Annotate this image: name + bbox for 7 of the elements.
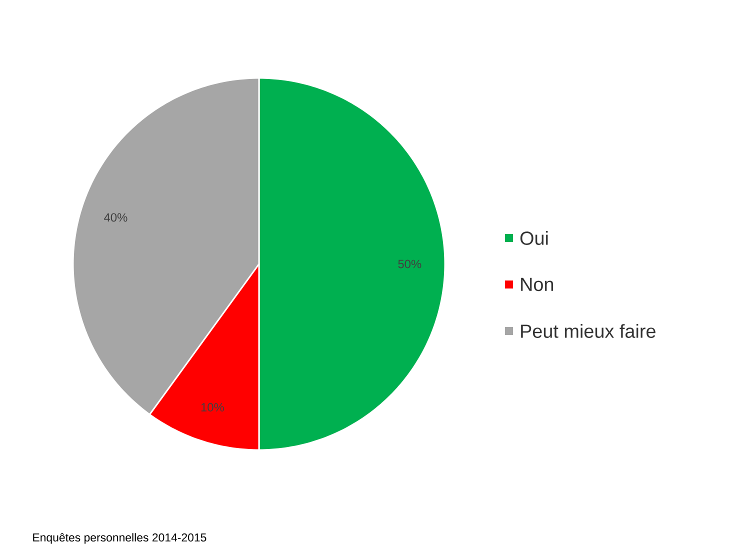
legend-label: Non: [521, 278, 554, 292]
text: Enquêtes personnelles 2014-2015: [33, 533, 206, 544]
data-label: 50%: [398, 260, 422, 268]
legend-label: Oui: [520, 231, 548, 245]
legend-label: Peut mieux faire: [521, 324, 656, 338]
data-label: 40%: [104, 213, 128, 222]
data-label: 10%: [201, 403, 224, 412]
